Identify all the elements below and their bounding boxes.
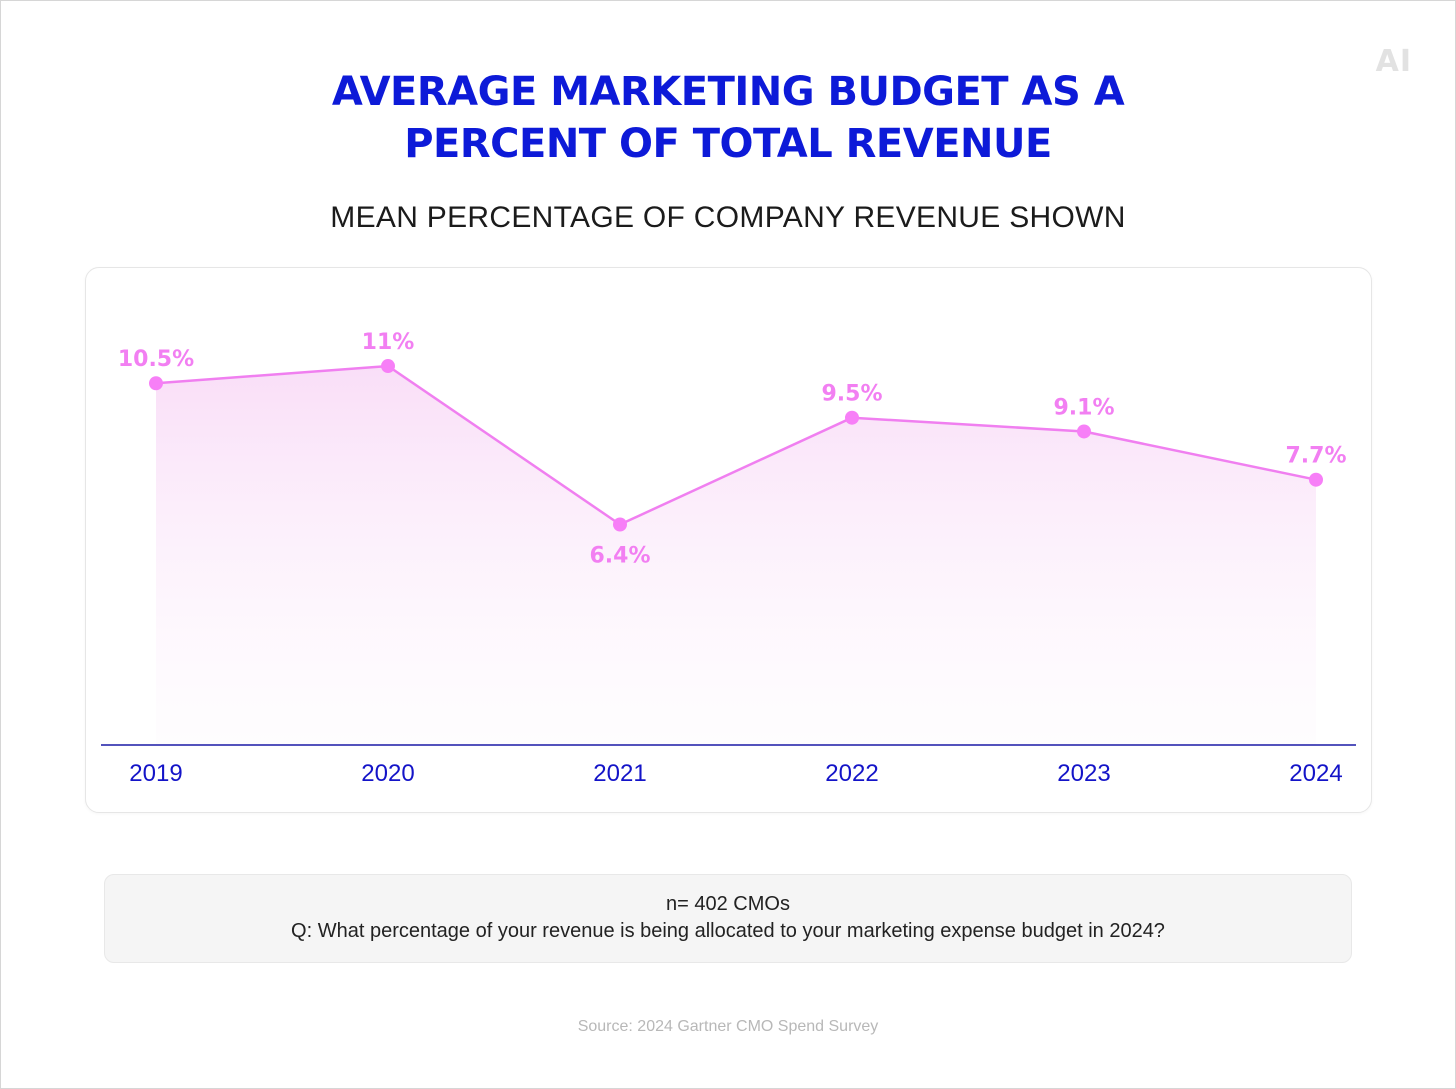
series-line xyxy=(154,364,1318,526)
line-area-chart: 10.5% 11% 6.4% 9.5% 9.1% 7.7% 2019 2020 2021 2022… xyxy=(101,330,1356,787)
data-point-2019 xyxy=(149,376,163,391)
source-credit: Source: 2024 Gartner CMO Spend Survey xyxy=(577,1018,879,1035)
data-point-2023 xyxy=(1077,424,1091,439)
survey-note: n= 402 CMOs Q: What percentage of your r… xyxy=(104,874,1352,963)
data-label-2021: 6.4% xyxy=(589,544,650,569)
chart-subtitle: MEAN PERCENTAGE OF COMPANY REVENUE SHOWN xyxy=(330,201,1126,234)
survey-question: Q: What percentage of your revenue is be… xyxy=(291,920,1165,942)
series-area-fill xyxy=(156,366,1316,745)
x-tick-label-2021: 2021 xyxy=(593,760,646,787)
data-label-2022: 9.5% xyxy=(821,382,882,407)
x-tick-label-2022: 2022 xyxy=(825,760,878,787)
x-tick-label-2024: 2024 xyxy=(1289,760,1342,787)
chart-title: AVERAGE MARKETING BUDGET AS A PERCENT OF… xyxy=(331,69,1125,167)
data-label-2024: 7.7% xyxy=(1285,444,1346,469)
data-label-2023: 9.1% xyxy=(1053,395,1114,420)
data-label-2020: 11% xyxy=(362,330,415,355)
sample-size: n= 402 CMOs xyxy=(666,893,790,915)
data-point-2024 xyxy=(1309,472,1323,487)
brand-logo: AI xyxy=(1375,44,1412,79)
data-point-2021 xyxy=(613,517,627,532)
x-tick-label-2023: 2023 xyxy=(1057,760,1110,787)
x-tick-label-2019: 2019 xyxy=(129,760,182,787)
data-point-2020 xyxy=(381,359,395,374)
x-tick-label-2020: 2020 xyxy=(361,760,414,787)
chart-card: 10.5% 11% 6.4% 9.5% 9.1% 7.7% 2019 2020 2021 2022… xyxy=(85,267,1372,813)
data-label-2019: 10.5% xyxy=(118,347,194,372)
data-point-2022 xyxy=(845,410,859,425)
